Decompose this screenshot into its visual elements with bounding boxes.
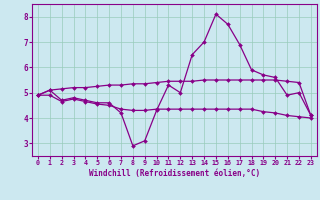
X-axis label: Windchill (Refroidissement éolien,°C): Windchill (Refroidissement éolien,°C)	[89, 169, 260, 178]
